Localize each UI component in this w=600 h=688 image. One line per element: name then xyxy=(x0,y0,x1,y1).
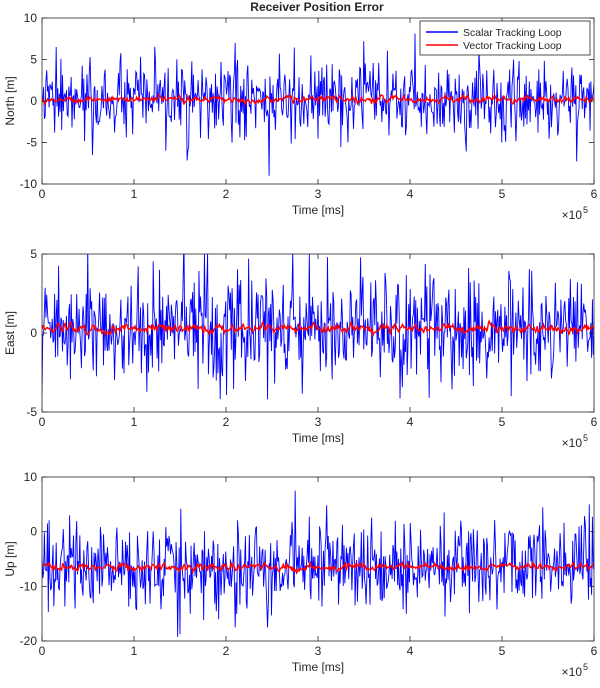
x-tick-label: 3 xyxy=(315,644,322,658)
x-exponent-power: 5 xyxy=(583,205,588,215)
x-tick-label: 2 xyxy=(223,644,230,658)
x-exponent-label: ×10 xyxy=(562,665,583,679)
x-tick-label: 0 xyxy=(39,644,46,658)
x-tick-label: 6 xyxy=(591,187,598,201)
x-tick-label: 0 xyxy=(39,415,46,429)
series-line-vector-tracking-loop xyxy=(42,93,594,107)
x-tick-label: 3 xyxy=(315,187,322,201)
series-line-scalar-tracking-loop xyxy=(42,490,594,637)
x-tick-label: 1 xyxy=(131,187,138,201)
x-tick-label: 1 xyxy=(131,415,138,429)
y-tick-label: -10 xyxy=(20,579,38,593)
x-exponent-label: ×10 xyxy=(562,436,583,450)
figure-title: Receiver Position Error xyxy=(250,0,384,14)
x-axis-label: Time [ms] xyxy=(292,660,344,674)
legend-entry: Vector Tracking Loop xyxy=(463,40,562,52)
legend-entry: Scalar Tracking Loop xyxy=(463,27,562,39)
x-tick-label: 2 xyxy=(223,187,230,201)
x-exponent-label: ×10 xyxy=(562,208,583,222)
x-axis-label: Time [ms] xyxy=(292,431,344,445)
x-tick-label: 6 xyxy=(591,415,598,429)
y-tick-label: -5 xyxy=(26,405,37,419)
x-tick-label: 4 xyxy=(407,415,414,429)
series-line-scalar-tracking-loop xyxy=(42,254,594,400)
series-line-vector-tracking-loop xyxy=(42,560,594,576)
x-axis-label: Time [ms] xyxy=(292,203,344,217)
x-tick-label: 5 xyxy=(499,644,506,658)
x-tick-label: 5 xyxy=(499,415,506,429)
x-tick-label: 4 xyxy=(407,187,414,201)
legend-box xyxy=(419,20,591,56)
y-tick-label: 0 xyxy=(30,326,37,340)
y-tick-label: 5 xyxy=(30,247,37,261)
x-tick-label: 6 xyxy=(591,644,598,658)
series-line-scalar-tracking-loop xyxy=(42,33,594,176)
series-line-vector-tracking-loop xyxy=(42,319,594,338)
x-tick-label: 0 xyxy=(39,187,46,201)
y-tick-label: 10 xyxy=(24,11,38,25)
y-tick-label: -10 xyxy=(20,177,38,191)
x-tick-label: 5 xyxy=(499,187,506,201)
y-tick-label: 0 xyxy=(30,94,37,108)
y-tick-label: -5 xyxy=(26,136,37,150)
x-exponent-power: 5 xyxy=(583,662,588,672)
y-tick-label: -20 xyxy=(20,634,38,648)
x-exponent-power: 5 xyxy=(583,433,588,443)
x-tick-label: 4 xyxy=(407,644,414,658)
y-axis-label: Up [m] xyxy=(3,541,17,576)
y-axis-label: East [m] xyxy=(3,311,17,355)
y-tick-label: 10 xyxy=(24,470,38,484)
x-tick-label: 3 xyxy=(315,415,322,429)
y-tick-label: 5 xyxy=(30,53,37,67)
y-tick-label: 0 xyxy=(30,525,37,539)
y-axis-label: North [m] xyxy=(3,76,17,125)
x-tick-label: 1 xyxy=(131,644,138,658)
x-tick-label: 2 xyxy=(223,415,230,429)
